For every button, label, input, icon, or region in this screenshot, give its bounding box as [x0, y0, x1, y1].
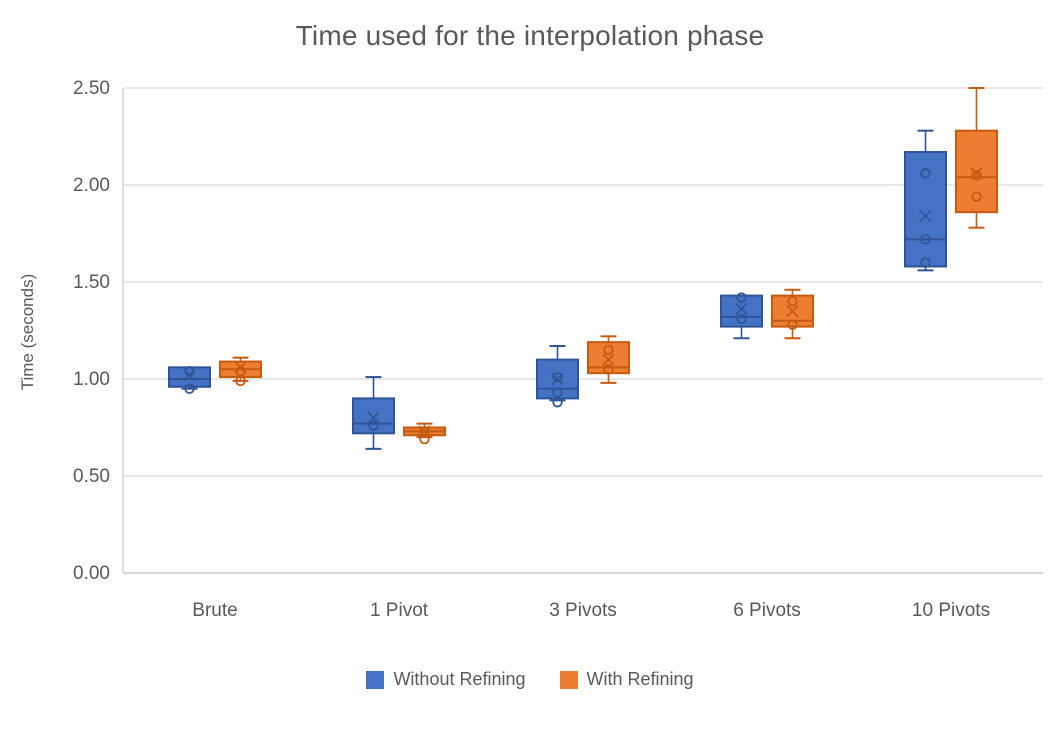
box-without-refining-1-pivot	[352, 376, 395, 450]
legend-label-with-refining: With Refining	[586, 669, 694, 689]
box-with-refining-3-pivots	[587, 335, 630, 384]
legend: Without Refining With Refining	[0, 669, 1060, 690]
legend-item-without-refining: Without Refining	[366, 669, 526, 690]
legend-label-without-refining: Without Refining	[393, 669, 526, 689]
y-tick-label: 2.50	[73, 78, 110, 99]
x-category-label: 3 Pivots	[549, 600, 617, 621]
box-with-refining-brute	[219, 356, 262, 387]
legend-swatch-with-refining	[559, 670, 578, 689]
x-category-label: 1 Pivot	[370, 600, 429, 621]
y-tick-label: 0.50	[73, 466, 110, 487]
y-tick-label: 1.50	[73, 272, 110, 293]
legend-swatch-without-refining	[366, 670, 385, 689]
box-without-refining-brute	[168, 366, 211, 394]
legend-item-with-refining: With Refining	[559, 669, 694, 690]
x-category-label: 6 Pivots	[733, 600, 801, 621]
chart-title: Time used for the interpolation phase	[295, 20, 765, 51]
x-category-label: 10 Pivots	[912, 600, 990, 621]
box-with-refining-10-pivots	[955, 87, 998, 229]
y-tick-label: 0.00	[73, 563, 110, 584]
x-category-label: Brute	[192, 600, 237, 621]
box-without-refining-10-pivots	[904, 129, 947, 272]
y-tick-label: 1.00	[73, 369, 110, 390]
y-tick-label: 2.00	[73, 175, 110, 196]
box-with-refining-1-pivot	[403, 422, 446, 445]
box-without-refining-3-pivots	[536, 345, 579, 408]
box-without-refining-6-pivots	[720, 292, 763, 340]
box-with-refining-6-pivots	[771, 288, 814, 340]
